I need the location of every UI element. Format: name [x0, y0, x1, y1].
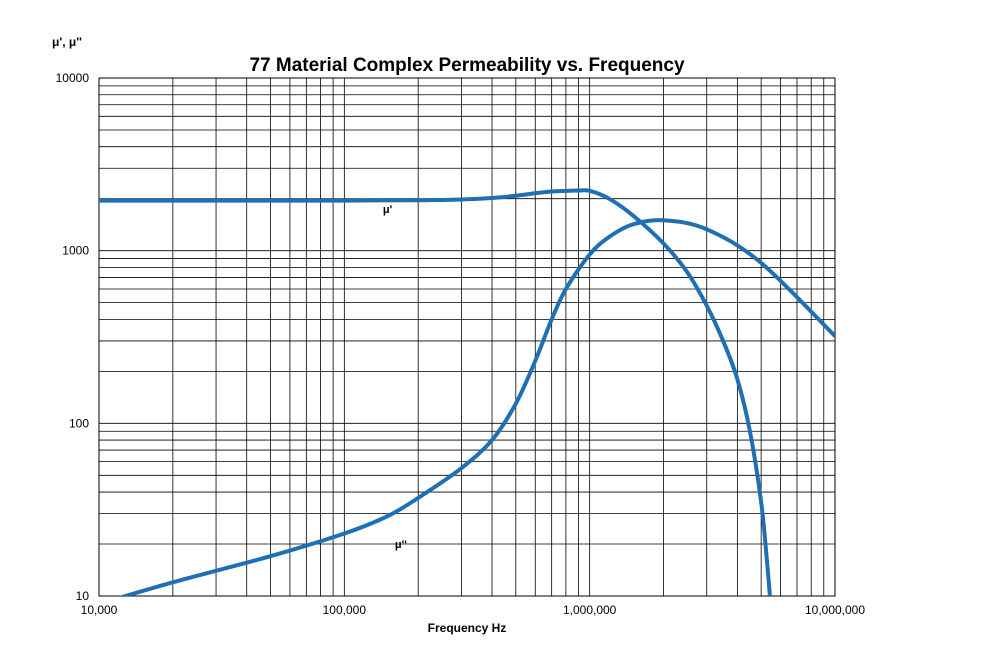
- y-tick-label: 10: [76, 589, 90, 603]
- series-line-mu-double-prime: [118, 218, 835, 596]
- series-label: μ': [383, 204, 393, 216]
- series-layer: [99, 188, 835, 596]
- y-tick-label: 10000: [56, 71, 90, 85]
- x-tick-label: 1,000,000: [563, 603, 617, 617]
- annotation-layer: μ' μ'': [383, 204, 407, 551]
- series-line-mu-prime: [99, 188, 772, 596]
- grid-layer: [99, 78, 835, 596]
- chart-title: 77 Material Complex Permeability vs. Fre…: [249, 55, 685, 76]
- y-tick-label: 1000: [62, 244, 89, 258]
- x-tick-label: 10,000: [81, 603, 118, 617]
- series-label: μ'': [395, 539, 407, 551]
- plot-area-frame: [98, 77, 836, 597]
- y-tick-label: 100: [69, 416, 89, 430]
- y-axis-title: μ', μ'': [52, 35, 82, 49]
- x-tick-label: 100,000: [323, 603, 367, 617]
- x-tick-label: 10,000,000: [805, 603, 865, 617]
- x-axis-title: Frequency Hz: [428, 621, 507, 635]
- tick-label-layer: 10,000 100,000 1,000,000 10,000,000 10 100 100…: [56, 71, 866, 617]
